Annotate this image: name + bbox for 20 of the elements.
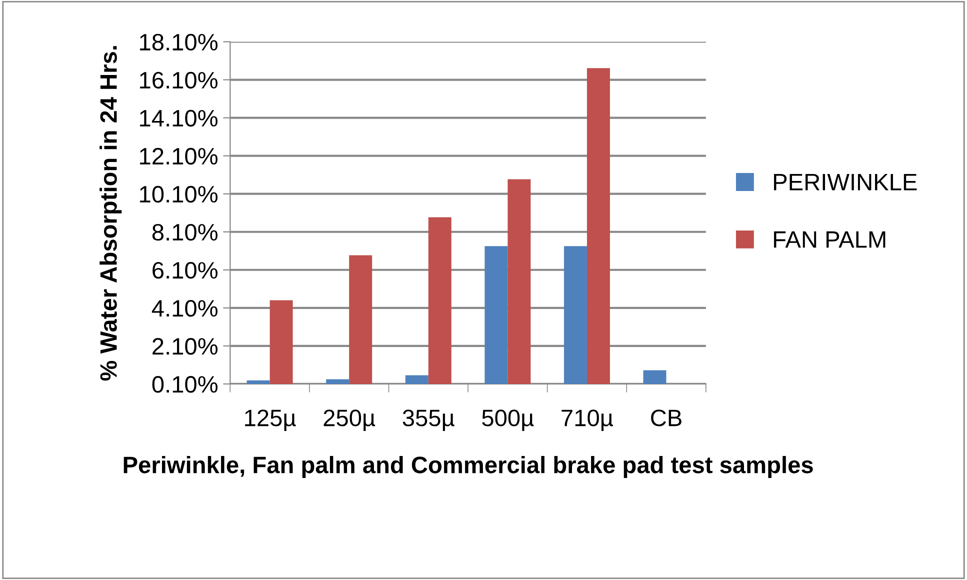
legend-label: PERIWINKLE bbox=[774, 174, 917, 190]
y-tick-label: 4.10% bbox=[152, 300, 218, 317]
y-axis-title: % Water Absorption in 24 Hrs. bbox=[100, 46, 122, 381]
y-tick-label: 0.10% bbox=[152, 376, 218, 393]
x-axis-title: Periwinkle, Fan palm and Commercial brake pad test samples bbox=[124, 456, 813, 478]
y-tick-label: 16.10% bbox=[140, 72, 218, 89]
x-tick-label: CB bbox=[651, 410, 682, 426]
x-tick-label: 125µ bbox=[245, 410, 296, 431]
x-tick-label: 355µ bbox=[402, 410, 454, 431]
y-tick-label: 14.10% bbox=[140, 110, 218, 127]
legend-label: FAN PALM bbox=[774, 231, 886, 248]
y-tick-label: 18.10% bbox=[140, 34, 218, 51]
x-tick-label: 500µ bbox=[482, 410, 534, 431]
y-tick-label: 10.10% bbox=[140, 186, 218, 203]
y-tick-label: 8.10% bbox=[152, 224, 218, 241]
y-tick-label: 6.10% bbox=[152, 262, 218, 279]
y-tick-label: 2.10% bbox=[152, 338, 218, 355]
x-tick-label: 710µ bbox=[562, 410, 613, 431]
x-tick-label: 250µ bbox=[324, 410, 376, 431]
y-tick-label: 12.10% bbox=[140, 148, 218, 165]
